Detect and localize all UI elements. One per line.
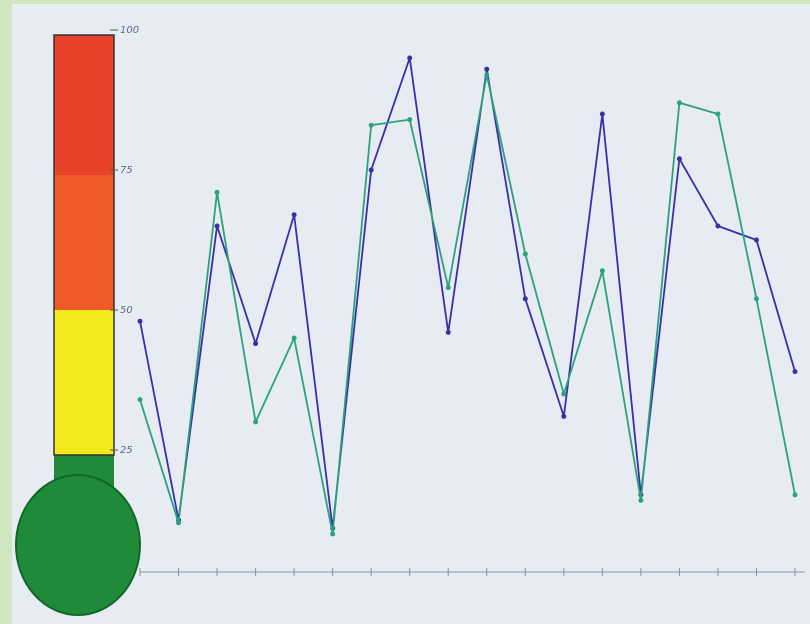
series-point	[676, 100, 682, 106]
series-point	[330, 531, 336, 537]
series-line	[139, 57, 796, 530]
thermo-bulb	[15, 474, 141, 616]
y-tick-label: 100	[120, 25, 139, 36]
series-point	[676, 156, 682, 162]
series-point	[753, 237, 759, 243]
thermo-outline	[53, 34, 115, 456]
series-point	[792, 369, 798, 375]
series-point	[484, 72, 490, 78]
y-tick-label: 25	[120, 445, 133, 456]
series-point	[291, 335, 297, 341]
series-point	[715, 111, 721, 117]
thermo-orange	[54, 175, 114, 310]
series-point	[445, 285, 451, 291]
series-point	[522, 296, 528, 302]
thermo-red	[54, 35, 114, 175]
y-tick-label: 50	[120, 305, 133, 316]
y-tick-label: 75	[120, 165, 133, 176]
series-point	[484, 66, 490, 72]
series-line	[139, 73, 796, 535]
series-point	[176, 520, 182, 526]
series-point	[407, 55, 413, 61]
series-point	[522, 251, 528, 257]
series-point	[753, 296, 759, 302]
series-point	[599, 111, 605, 117]
series-point	[715, 223, 721, 229]
series-point	[253, 419, 259, 425]
series-point	[599, 268, 605, 274]
series-point	[407, 117, 413, 123]
series-point	[638, 497, 644, 503]
series-point	[368, 122, 374, 128]
series-point	[291, 212, 297, 218]
thermometer	[15, 34, 141, 616]
series-point	[561, 413, 567, 419]
series-point	[561, 391, 567, 397]
paper	[12, 4, 810, 624]
series-point	[253, 341, 259, 347]
series-point	[137, 397, 143, 403]
series-point	[214, 189, 220, 195]
series-point	[445, 329, 451, 335]
series-point	[792, 492, 798, 498]
series-point	[214, 223, 220, 229]
thermo-yellow	[54, 310, 114, 455]
series-point	[137, 318, 143, 324]
series-point	[368, 167, 374, 173]
